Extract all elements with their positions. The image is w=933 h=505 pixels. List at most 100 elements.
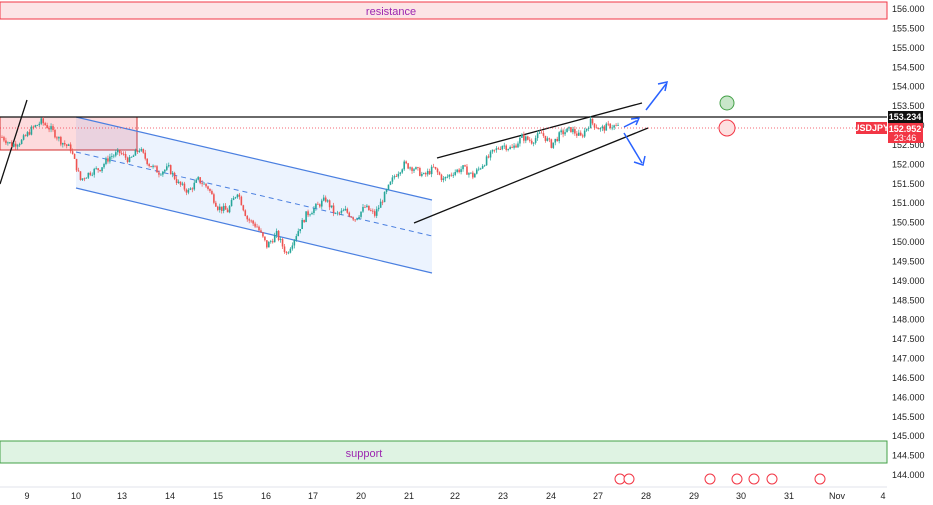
candle-body	[305, 211, 307, 223]
candle-body	[354, 219, 356, 221]
candle-body	[336, 212, 339, 214]
candle-body	[236, 194, 239, 198]
price-tick-label: 154.500	[892, 62, 925, 72]
candle-body	[468, 173, 470, 175]
candle-body	[162, 171, 164, 175]
candle-body	[523, 134, 525, 141]
candle-body	[107, 158, 109, 162]
candle-body	[613, 125, 615, 128]
candle-body	[379, 201, 382, 208]
price-tick-label: 155.000	[892, 43, 925, 53]
candle-body	[277, 230, 280, 241]
time-tick-label: 24	[546, 491, 556, 501]
candle-body	[215, 202, 217, 207]
channel-mid-line	[75, 151, 433, 237]
candle-body	[183, 183, 186, 190]
candle-body	[381, 201, 384, 203]
candle-body	[213, 194, 215, 203]
candle-body	[201, 183, 203, 185]
candle-body	[317, 203, 319, 205]
event-flag-icon[interactable]	[766, 473, 778, 485]
candle-body	[568, 127, 570, 129]
candle-body	[479, 168, 482, 170]
current-price-tag: 152.952 23:46	[888, 123, 923, 143]
bearish-target-circle	[718, 119, 736, 137]
channel-upper-line	[75, 116, 433, 201]
candle-body	[332, 205, 335, 214]
candle-body	[432, 166, 435, 168]
candle-body	[71, 151, 74, 154]
candle-body	[34, 125, 37, 128]
candle-body	[309, 214, 311, 216]
candle-body	[24, 135, 27, 137]
countdown-value: 23:46	[894, 133, 917, 143]
candle-body	[605, 123, 608, 131]
candle-body	[299, 229, 302, 232]
candle-body	[228, 206, 231, 213]
candle-body	[146, 158, 148, 165]
candle-body	[179, 181, 182, 185]
candle-body	[46, 125, 48, 129]
candle-body	[375, 209, 378, 216]
candle-body	[591, 118, 594, 124]
candle-body	[583, 130, 586, 137]
candle-body	[552, 142, 555, 148]
candle-body	[503, 145, 506, 147]
event-dot-icon[interactable]	[704, 473, 716, 485]
time-tick-label: 15	[213, 491, 223, 501]
event-flag-icon[interactable]	[731, 473, 743, 485]
candle-body	[385, 189, 388, 193]
time-tick-label: 21	[404, 491, 414, 501]
candle-body	[87, 172, 90, 178]
candle-body	[195, 179, 198, 183]
candle-body	[222, 205, 225, 211]
candle-body	[328, 200, 331, 208]
candle-body	[356, 218, 358, 220]
candle-body	[230, 200, 233, 207]
candle-body	[148, 164, 150, 167]
price-tick-label: 152.500	[892, 140, 925, 150]
candle-body	[395, 176, 398, 177]
candle-body	[232, 198, 235, 201]
candle-body	[521, 134, 523, 138]
price-tick-label: 151.000	[892, 198, 925, 208]
candle-body	[489, 151, 492, 158]
candle-body	[291, 245, 294, 249]
price-axis[interactable]: 156.000 155.500 155.000 154.500 154.000 153.5…	[892, 4, 925, 480]
candle-body	[338, 212, 341, 214]
candle-body	[352, 217, 354, 220]
candle-body	[387, 184, 390, 190]
candle-body	[297, 231, 300, 237]
candle-body	[370, 210, 372, 212]
event-flag-icon[interactable]	[623, 473, 635, 485]
wedge-lower-line	[413, 127, 649, 224]
candle-body	[448, 174, 451, 177]
candle-body	[191, 188, 194, 190]
candle-body	[501, 145, 504, 150]
candle-body	[393, 176, 396, 178]
candle-body	[534, 138, 537, 143]
candle-body	[252, 220, 254, 224]
event-dot-icon[interactable]	[748, 473, 760, 485]
candle-body	[16, 145, 19, 147]
candle-body	[173, 172, 176, 180]
candle-body	[344, 208, 347, 211]
candle-body	[266, 240, 268, 248]
candle-body	[320, 200, 323, 207]
candle-body	[250, 220, 252, 222]
time-axis[interactable]: 9 10 13 14 15 16 17 20 21 22 23 24 27 28 29 30 31 Nov 4	[24, 491, 885, 501]
candle-body	[511, 146, 513, 148]
candle-body	[430, 166, 433, 175]
price-tick-label: 144.000	[892, 470, 925, 480]
channel-lower-line	[75, 187, 433, 274]
event-flag-icon[interactable]	[814, 473, 826, 485]
candle-body	[48, 128, 50, 130]
candle-body	[497, 148, 500, 150]
descending-channel-fill	[76, 117, 432, 273]
price-tick-label: 155.500	[892, 23, 925, 33]
candle-body	[81, 178, 84, 180]
candle-body	[548, 138, 551, 140]
candle-body	[536, 133, 539, 139]
candle-body	[122, 153, 125, 155]
